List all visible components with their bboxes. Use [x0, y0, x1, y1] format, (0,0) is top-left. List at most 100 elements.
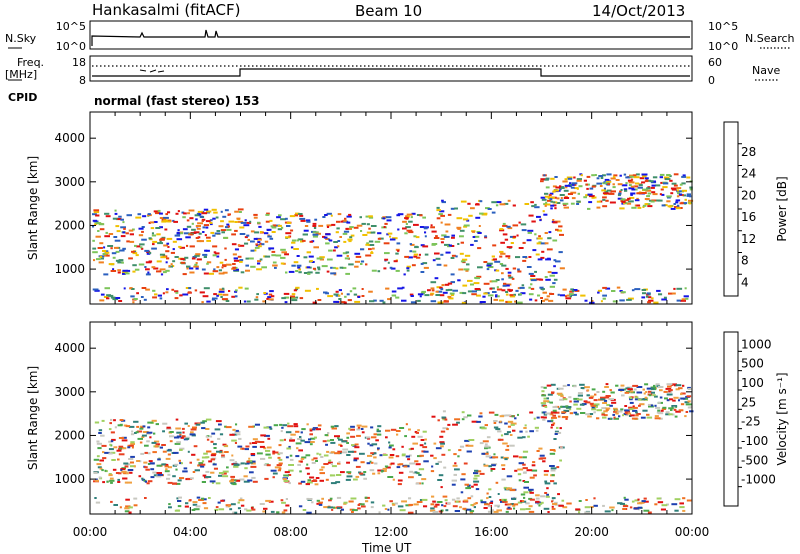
- velocity-echo: [501, 464, 506, 467]
- velocity-echo: [519, 500, 523, 503]
- velocity-echo: [620, 384, 625, 387]
- power-echo: [430, 226, 435, 229]
- velocity-echo: [142, 431, 149, 433]
- velocity-echo: [340, 471, 345, 474]
- velocity-echo: [106, 480, 109, 483]
- power-echo: [585, 183, 588, 186]
- velocity-echo: [333, 506, 336, 509]
- power-echo: [115, 250, 120, 253]
- velocity-echo: [305, 454, 311, 457]
- velocity-echo: [534, 426, 539, 429]
- velocity-echo: [545, 412, 551, 415]
- velocity-echo: [363, 477, 367, 480]
- power-echo: [165, 269, 170, 272]
- velocity-echo: [206, 450, 212, 453]
- power-echo: [271, 295, 275, 298]
- power-echo: [512, 235, 517, 238]
- power-echo: [233, 268, 239, 271]
- velocity-echo: [273, 424, 279, 427]
- power-echo: [556, 197, 560, 200]
- power-echo: [479, 212, 484, 215]
- velocity-echo: [348, 427, 351, 430]
- power-echo: [152, 243, 155, 246]
- power-echo: [517, 287, 521, 290]
- power-cb-tick-label: 24: [741, 167, 756, 181]
- power-echo: [99, 228, 105, 231]
- velocity-echo: [287, 474, 292, 476]
- velocity-echo: [482, 452, 489, 455]
- velocity-echo: [202, 474, 207, 477]
- velocity-echo: [668, 389, 673, 392]
- velocity-echo: [327, 432, 330, 434]
- velocity-echo: [143, 461, 148, 464]
- velocity-echo: [365, 436, 371, 439]
- velocity-echo: [238, 499, 245, 502]
- velocity-echo: [205, 470, 210, 473]
- power-echo: [688, 199, 694, 202]
- power-echo: [126, 240, 130, 243]
- velocity-echo: [460, 491, 464, 494]
- power-echo: [132, 301, 135, 304]
- velocity-echo: [454, 468, 460, 471]
- power-echo: [404, 255, 409, 258]
- power-echo: [280, 256, 286, 259]
- power-echo: [605, 199, 609, 202]
- velocity-echo: [225, 505, 230, 508]
- power-echo: [346, 221, 351, 224]
- velocity-echo: [584, 386, 590, 389]
- velocity-echo: [478, 415, 483, 418]
- power-echo: [517, 270, 522, 273]
- power-echo: [670, 187, 677, 190]
- power-echo: [491, 255, 495, 258]
- power-echo: [535, 278, 542, 281]
- velocity-echo: [270, 469, 277, 472]
- freq-dots: [139, 69, 165, 73]
- velocity-echo: [418, 468, 425, 471]
- power-echo: [222, 264, 227, 267]
- power-echo: [604, 190, 608, 193]
- velocity-echo: [576, 407, 582, 410]
- power-echo: [509, 235, 513, 238]
- power-echo: [383, 226, 386, 228]
- velocity-echo: [659, 389, 663, 392]
- power-echo: [281, 251, 287, 254]
- power-echo: [572, 290, 575, 293]
- power-echo: [346, 255, 349, 257]
- velocity-echo: [418, 473, 422, 476]
- power-echo: [173, 220, 178, 223]
- velocity-echo: [408, 448, 412, 451]
- power-echo: [377, 237, 382, 240]
- power-echo: [431, 230, 437, 233]
- velocity-echo: [281, 511, 286, 514]
- power-echo: [445, 251, 451, 254]
- velocity-echo: [302, 509, 307, 511]
- power-echo: [338, 294, 341, 297]
- power-echo: [478, 225, 481, 227]
- velocity-echo: [389, 454, 395, 456]
- velocity-echo: [509, 489, 516, 492]
- velocity-echo: [523, 427, 527, 429]
- power-echo: [430, 281, 437, 284]
- power-echo: [534, 233, 537, 236]
- power-echo: [434, 277, 439, 280]
- velocity-echo: [110, 451, 116, 454]
- velocity-echo: [569, 400, 572, 403]
- velocity-echo: [279, 423, 283, 426]
- velocity-echo: [624, 411, 628, 414]
- velocity-echo: [618, 387, 624, 390]
- power-echo: [108, 263, 115, 266]
- velocity-echo: [305, 467, 310, 470]
- velocity-echo: [119, 423, 123, 426]
- velocity-echo: [461, 473, 466, 476]
- velocity-echo: [494, 504, 500, 507]
- power-echo: [138, 234, 144, 237]
- velocity-echo: [682, 509, 686, 512]
- velocity-echo: [471, 504, 475, 507]
- velocity-echo: [244, 467, 248, 470]
- power-echo: [681, 182, 686, 185]
- power-echo: [266, 212, 270, 215]
- power-echo: [203, 287, 210, 290]
- power-echo: [557, 293, 560, 296]
- velocity-echo: [249, 461, 253, 464]
- power-echo: [689, 195, 692, 198]
